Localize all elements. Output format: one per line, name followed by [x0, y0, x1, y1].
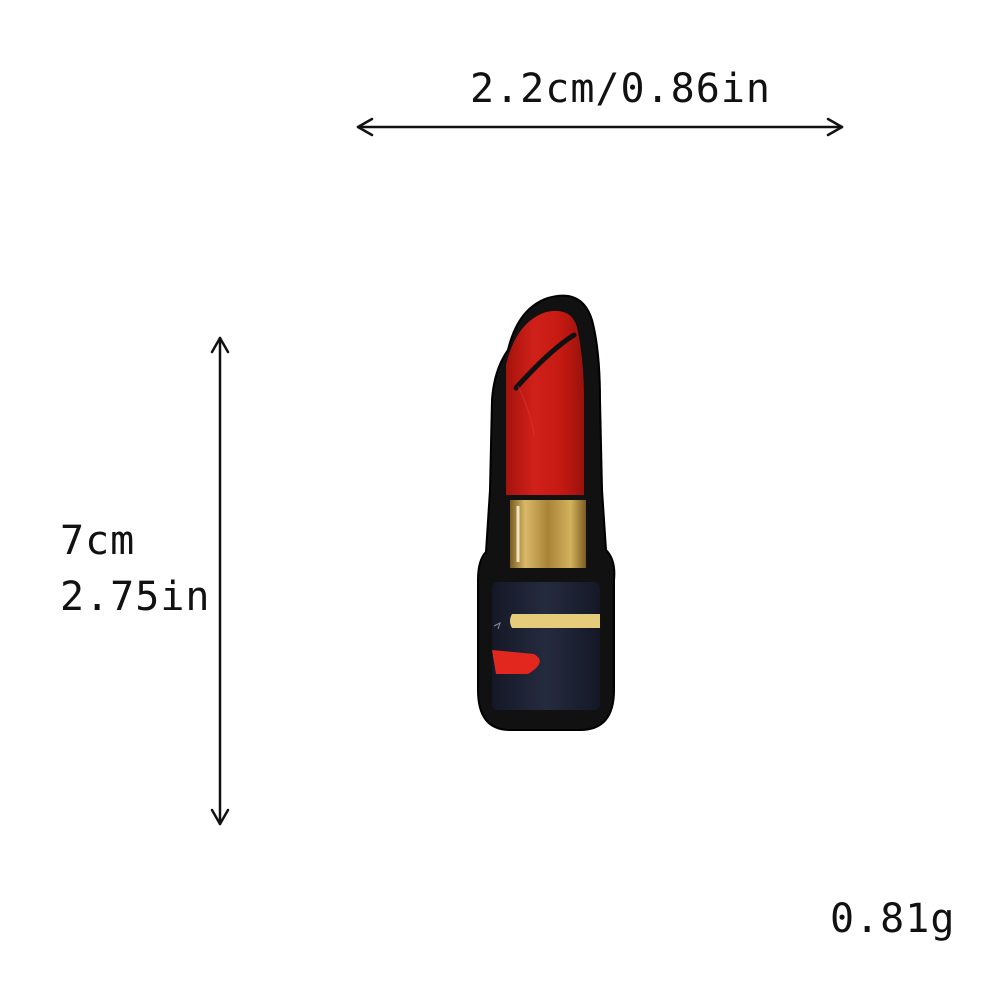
width-label: 2.2cm/0.86in	[470, 66, 771, 112]
height-label-cm: 7cm	[60, 518, 136, 564]
lipstick-patch-icon	[477, 294, 616, 731]
height-label-in: 2.75in	[60, 574, 211, 620]
weight-label: 0.81g	[830, 896, 956, 942]
